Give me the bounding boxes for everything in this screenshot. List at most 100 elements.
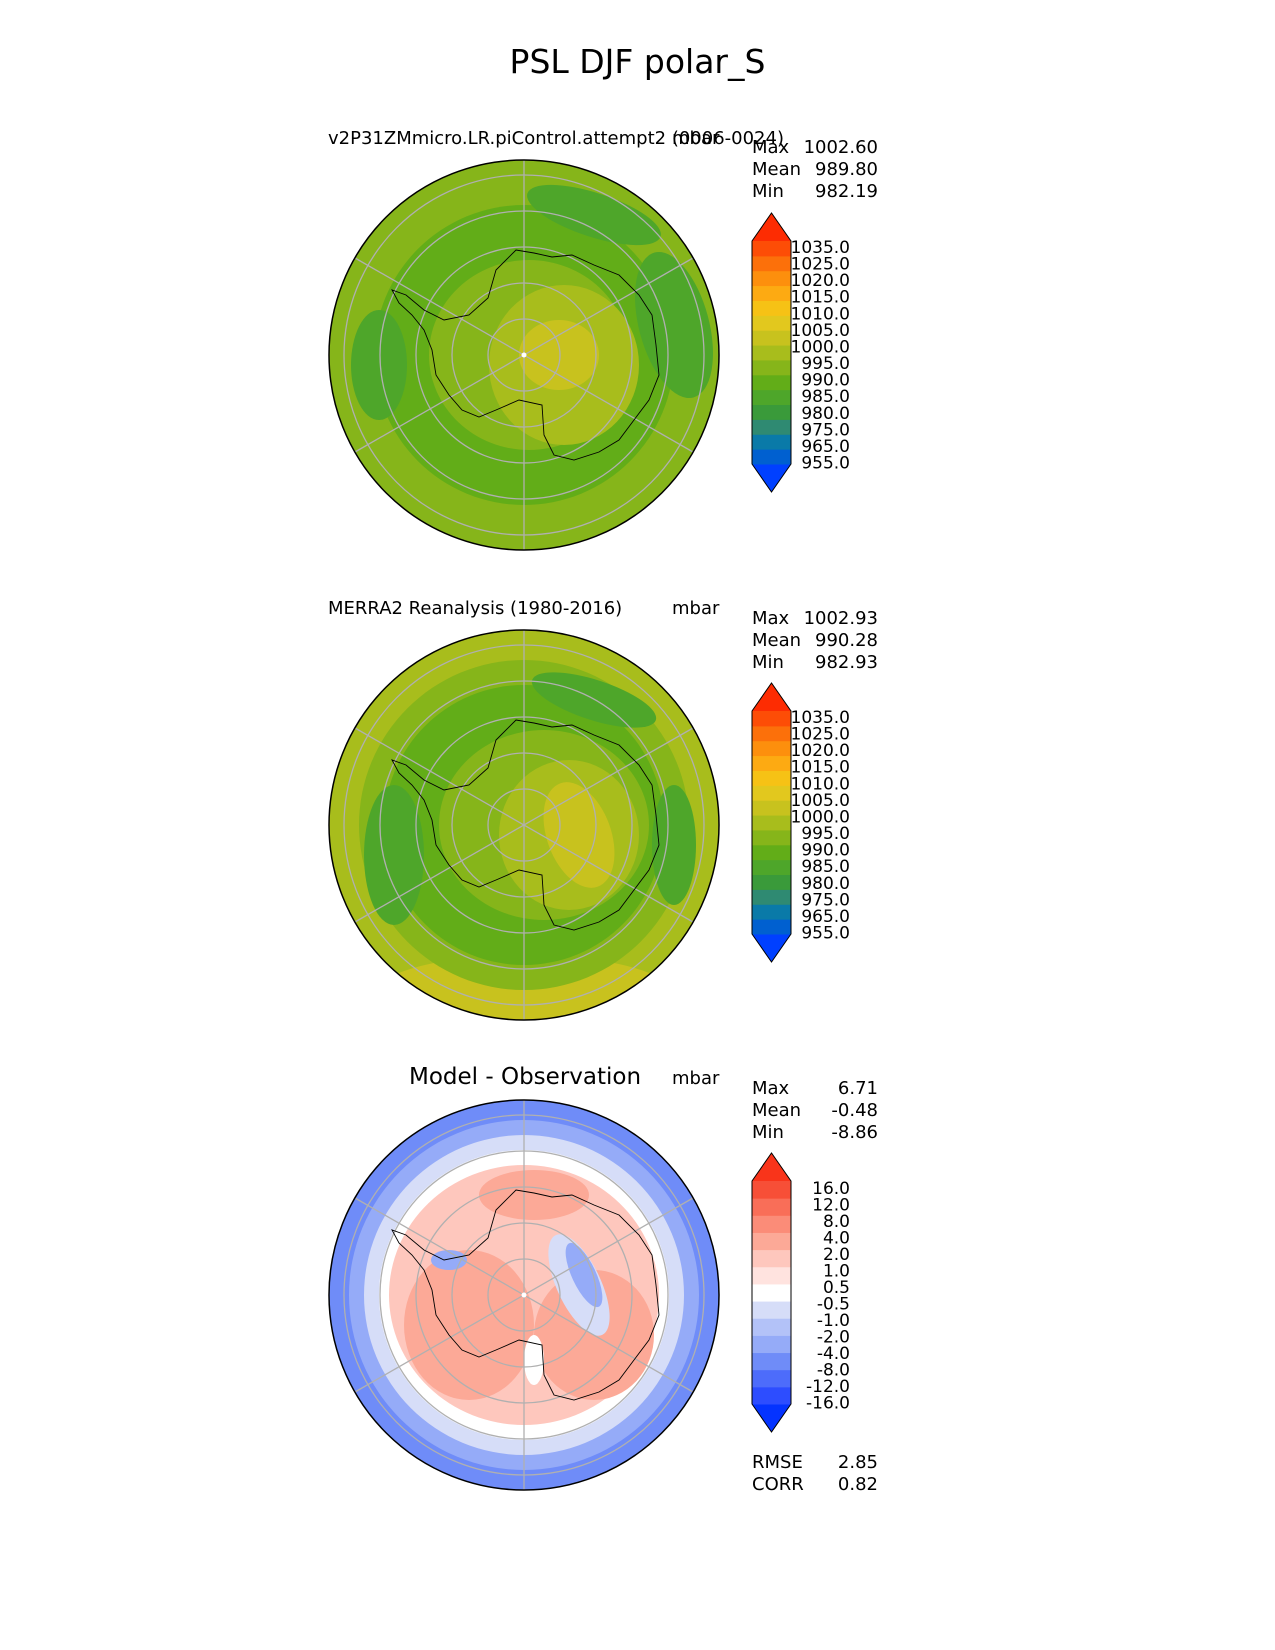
colorbar-extend-low (752, 464, 791, 492)
colorbar-swatch (752, 1198, 791, 1216)
field-peninsula-neutral (524, 1335, 544, 1385)
colorbar-swatch (752, 859, 791, 876)
field-dome (519, 320, 599, 390)
colorbar-swatch (752, 359, 791, 376)
colorbar-swatch (752, 1335, 791, 1354)
stat-mean-value: -0.48 (831, 1100, 878, 1121)
field-indian-low (652, 785, 696, 905)
colorbar-tick-label: 1000.0 (791, 337, 850, 357)
colorbar-swatch (752, 815, 791, 831)
colorbar-tick-label: 16.0 (812, 1179, 850, 1199)
stat-max-label: Max (752, 1078, 790, 1099)
colorbar-swatch (752, 1369, 791, 1388)
panel-1-stats: Max 1002.60 Mean 989.80 Min 982.19 (752, 137, 878, 203)
map-border (328, 629, 720, 1021)
panel-1-colorbar: 1035.01025.01020.01015.01010.01005.01000… (751, 212, 850, 493)
colorbar-outline (751, 212, 792, 493)
colorbar-tick-label: 1000.0 (791, 807, 850, 827)
colorbar-tick-label: 1005.0 (791, 791, 850, 811)
colorbar-tick-label: 1.0 (823, 1261, 850, 1281)
graticule (343, 630, 705, 1020)
colorbar-tick-label: 1020.0 (791, 271, 850, 291)
colorbar-swatches (751, 212, 792, 493)
colorbar-swatch (752, 434, 791, 450)
colorbar-tick-label: 990.0 (801, 841, 850, 861)
stat-max-value: 6.71 (837, 1078, 878, 1099)
colorbar-tick-label: 1015.0 (791, 288, 850, 308)
colorbar-swatch (752, 1181, 791, 1199)
colorbar-swatch (752, 345, 791, 361)
colorbar-tick-label: -0.5 (817, 1294, 850, 1314)
colorbar-swatch (752, 889, 791, 905)
field-dome (543, 782, 615, 888)
map-border (328, 1099, 720, 1491)
panel-3-polar-map (328, 1099, 720, 1491)
rmse-label: RMSE (752, 1452, 803, 1473)
colorbar-swatch (752, 919, 791, 935)
panel-2-stats: Max 1002.93 Mean 990.28 Min 982.93 (752, 608, 878, 674)
colorbar-swatch (752, 1301, 791, 1319)
colorbar-tick-label: 1020.0 (791, 741, 850, 761)
antarctica-coastline (391, 249, 660, 461)
colorbar-tick-label: 980.0 (801, 404, 850, 424)
corr-value: 0.82 (837, 1474, 878, 1495)
colorbar-tick-label: -8.0 (817, 1360, 850, 1380)
colorbar-tick-label: 12.0 (812, 1195, 850, 1215)
colorbar-tick-label: 995.0 (801, 824, 850, 844)
colorbar-swatch (752, 404, 791, 420)
colorbar-swatch (752, 770, 791, 786)
panel-3-stats: Max 6.71 Mean -0.48 Min -8.86 (752, 1078, 878, 1144)
panel-1-polar-map (328, 159, 720, 551)
colorbar-swatches (751, 1152, 792, 1433)
colorbar-tick-label: 990.0 (801, 371, 850, 391)
colorbar-tick-labels: 1035.01025.01020.01015.01010.01005.01000… (791, 708, 850, 944)
colorbar-tick-label: 0.5 (823, 1278, 850, 1298)
colorbar-swatch (752, 1249, 791, 1268)
stat-min-label: Min (752, 181, 784, 202)
colorbar-swatch (752, 725, 791, 742)
panel-3-units: mbar (672, 1068, 720, 1089)
rmse-value: 2.85 (837, 1452, 878, 1473)
field-north-warm (479, 1170, 589, 1220)
corr-label: CORR (752, 1474, 804, 1495)
colorbar-extend-high (752, 683, 791, 711)
colorbar-tick-label: -1.0 (817, 1311, 850, 1331)
stat-mean-label: Mean (752, 630, 802, 651)
colorbar-tick-labels: 1035.01025.01020.01015.01010.01005.01000… (791, 238, 850, 474)
stat-mean-label: Mean (752, 159, 802, 180)
colorbar-swatch (752, 1386, 791, 1405)
panel-1-title: v2P31ZMmicro.LR.piControl.attempt2 (0006… (328, 128, 784, 149)
panel-2-title: MERRA2 Reanalysis (1980-2016) (328, 598, 623, 619)
colorbar-swatch (752, 1266, 791, 1285)
stat-max-label: Max (752, 137, 790, 158)
pole-marker (521, 1292, 527, 1298)
colorbar-swatch (752, 1352, 791, 1371)
colorbar-swatch (752, 255, 791, 272)
field-ross-warm (404, 1250, 534, 1400)
colorbar-tick-label: 985.0 (801, 387, 850, 407)
colorbar-swatch (752, 241, 791, 257)
colorbar-tick-label: -4.0 (817, 1344, 850, 1364)
colorbar-tick-label: 1035.0 (791, 708, 850, 728)
colorbar-tick-label: 1025.0 (791, 725, 850, 745)
colorbar-swatch (752, 844, 791, 861)
colorbar-tick-label: 1025.0 (791, 255, 850, 275)
colorbar-tick-label: 955.0 (801, 924, 850, 944)
colorbar-extend-high (752, 1153, 791, 1181)
field-pacific-low (364, 785, 424, 925)
pole-marker (521, 352, 527, 358)
antarctica-coastline (391, 1189, 660, 1401)
field-indian-low (635, 251, 713, 399)
colorbar-swatch (752, 285, 791, 301)
stat-min-label: Min (752, 652, 784, 673)
colorbar-tick-label: 1010.0 (791, 304, 850, 324)
antarctica-coastline (391, 719, 660, 931)
colorbar-tick-labels: 16.012.08.04.02.01.00.5-0.5-1.0-2.0-4.0-… (806, 1179, 850, 1413)
stat-mean-value: 989.80 (815, 159, 878, 180)
colorbar-swatch (752, 829, 791, 846)
colorbar-outline (751, 682, 792, 963)
colorbar-tick-label: -2.0 (817, 1327, 850, 1347)
map-border (328, 159, 720, 551)
colorbar-tick-label: -12.0 (806, 1377, 850, 1397)
colorbar-swatch (752, 300, 791, 316)
